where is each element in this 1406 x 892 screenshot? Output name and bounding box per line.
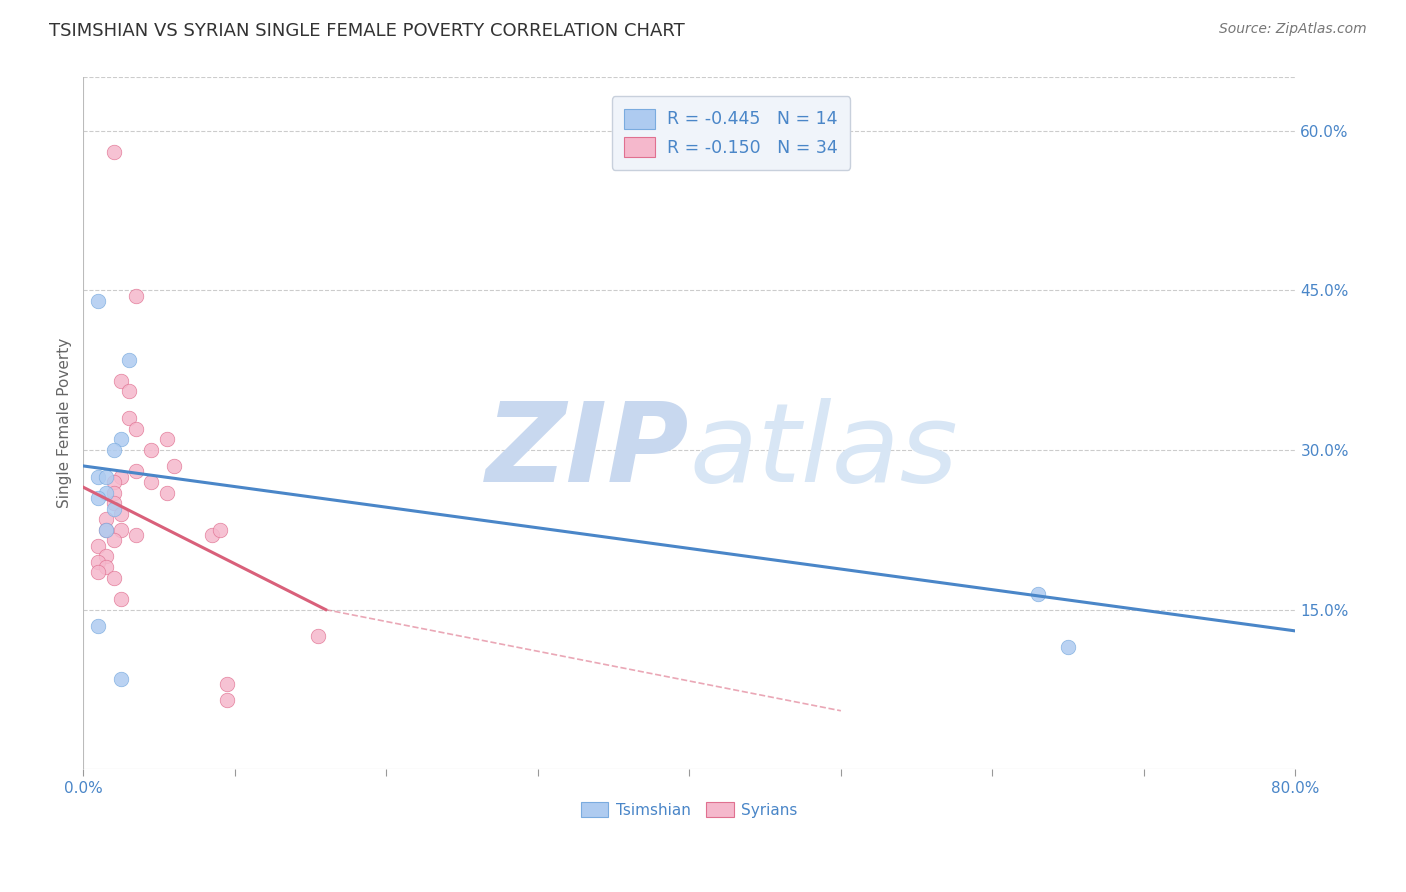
Point [103,475,125,489]
Point [94,512,117,526]
Y-axis label: Single Female Poverty: Single Female Poverty [58,338,72,508]
Text: atlas: atlas [689,398,957,505]
Point [110,672,132,686]
Point [103,485,125,500]
Point [87,539,110,553]
Point [125,422,148,436]
Point [94,469,117,483]
Point [110,374,132,388]
Point [141,442,163,457]
Point [94,523,117,537]
Point [110,592,132,607]
Point [217,693,239,707]
Point [201,528,224,542]
Point [307,629,329,643]
Point [217,677,239,691]
Point [110,433,132,447]
Point [94,560,117,574]
Point [1057,640,1080,654]
Point [156,485,179,500]
Point [103,533,125,548]
Point [110,507,132,521]
Point [87,618,110,632]
Point [87,469,110,483]
Point [94,485,117,500]
Legend: Tsimshian, Syrians: Tsimshian, Syrians [575,796,804,824]
Point [125,288,148,302]
Text: Source: ZipAtlas.com: Source: ZipAtlas.com [1219,22,1367,37]
Point [103,145,125,159]
Point [1026,587,1049,601]
Point [156,433,179,447]
Point [94,523,117,537]
Point [94,549,117,564]
Point [103,501,125,516]
Point [110,523,132,537]
Point [118,411,141,425]
Point [87,491,110,505]
Point [87,293,110,308]
Point [87,566,110,580]
Point [125,528,148,542]
Point [103,496,125,510]
Point [125,464,148,478]
Point [118,384,141,399]
Point [141,475,163,489]
Point [87,555,110,569]
Point [208,523,231,537]
Text: TSIMSHIAN VS SYRIAN SINGLE FEMALE POVERTY CORRELATION CHART: TSIMSHIAN VS SYRIAN SINGLE FEMALE POVERT… [49,22,685,40]
Point [103,571,125,585]
Point [118,352,141,367]
Point [103,442,125,457]
Text: ZIP: ZIP [486,398,689,505]
Point [110,469,132,483]
Point [163,458,186,473]
